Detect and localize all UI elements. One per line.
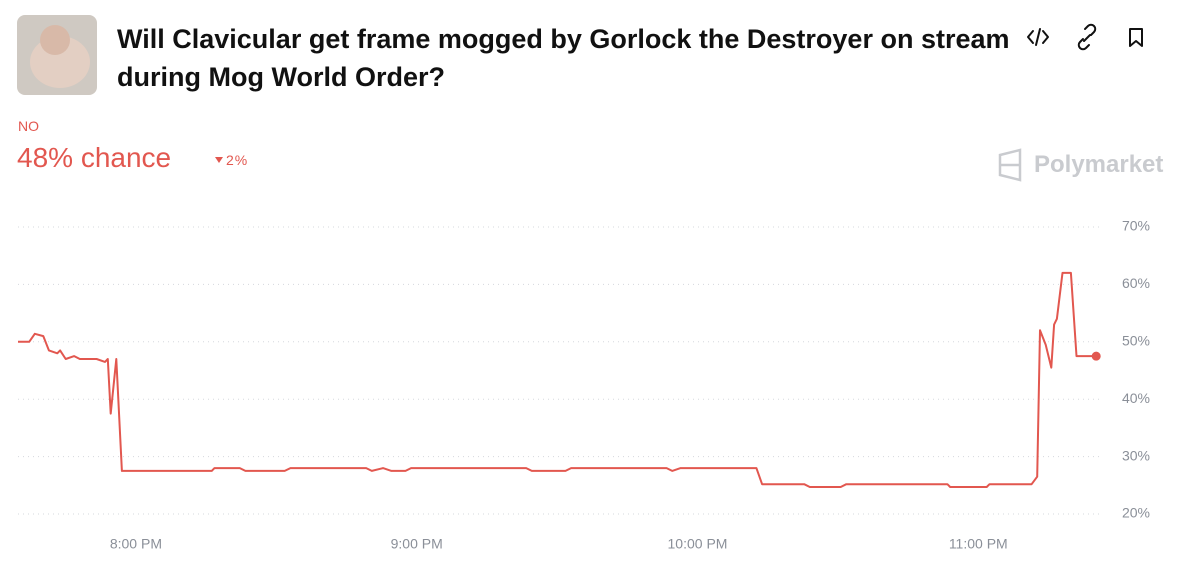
- price-line: [18, 271, 1097, 488]
- embed-icon[interactable]: [1027, 28, 1049, 46]
- x-tick-label: 8:00 PM: [110, 536, 162, 552]
- brand-logo: [998, 148, 1022, 182]
- change-arrow: [215, 157, 223, 163]
- outcome-label: NO: [18, 118, 39, 134]
- bookmark-icon[interactable]: [1129, 28, 1143, 47]
- y-tick-label: 30%: [1122, 447, 1150, 463]
- chance-value: 48% chance: [17, 142, 172, 173]
- x-tick-label: 9:00 PM: [391, 536, 443, 552]
- y-tick-label: 20%: [1122, 505, 1150, 521]
- x-tick-label: 11:00 PM: [949, 536, 1008, 552]
- image-head: [40, 25, 70, 55]
- y-tick-label: 60%: [1122, 275, 1150, 291]
- market-title: Will Clavicular get frame mogged by Gorl…: [117, 24, 1010, 92]
- change-value: 2%: [226, 152, 249, 168]
- link-icon[interactable]: [1077, 23, 1097, 51]
- last-point: [1091, 351, 1101, 361]
- brand-name: Polymarket: [1034, 151, 1164, 178]
- y-tick-label: 50%: [1122, 333, 1150, 349]
- y-tick-label: 40%: [1122, 390, 1150, 406]
- y-tick-label: 70%: [1122, 218, 1150, 234]
- x-tick-label: 10:00 PM: [668, 536, 728, 552]
